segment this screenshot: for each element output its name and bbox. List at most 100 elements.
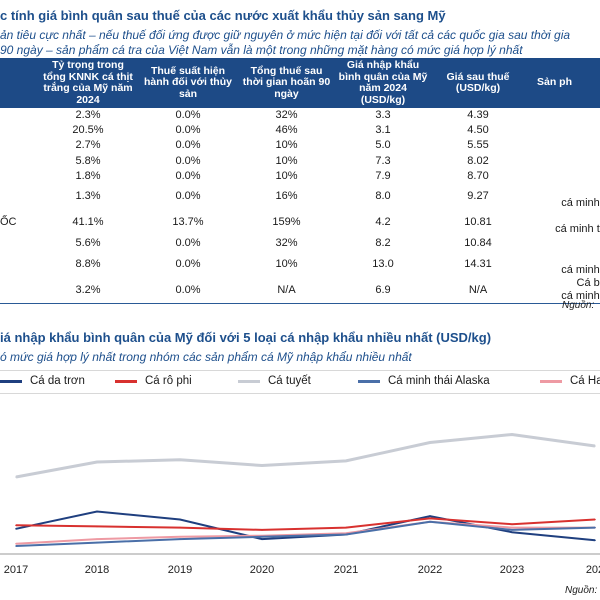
cell-total-tax: 10% xyxy=(275,139,298,152)
cell-product: Ccá minh thá xyxy=(555,222,600,235)
data-point xyxy=(345,533,347,536)
legend-label: Cá da trơn xyxy=(30,375,85,387)
cell-after-tax-price: 14.31 xyxy=(464,257,492,270)
data-point xyxy=(345,526,347,529)
data-point xyxy=(179,538,181,540)
legend-swatch xyxy=(540,379,562,383)
x-tick-label: 2020 xyxy=(250,564,274,576)
cell-after-tax-price: 8.70 xyxy=(467,169,489,182)
data-point xyxy=(261,464,263,467)
x-tick-label: 202 xyxy=(586,564,600,576)
chart-legend: Cá da trơn Cá rô phi Cá tuyết Cá minh th… xyxy=(0,370,600,394)
table-row: 2.3% 0.0% 32% 3.3 4.39 xyxy=(0,108,600,123)
legend-item-ca-ha: Cá Ha xyxy=(540,375,600,387)
cell-current-tax: 0.0% xyxy=(175,139,201,152)
cell-product xyxy=(525,236,600,251)
cell-name xyxy=(0,184,38,210)
data-point xyxy=(261,538,263,540)
data-point xyxy=(594,518,596,521)
series-layer xyxy=(15,432,596,547)
table-row: 20.5% 0.0% 46% 3.1 4.50 xyxy=(0,123,600,138)
data-point xyxy=(511,531,513,533)
legend-label: Cá rô phi xyxy=(145,375,192,387)
table-subtitle-1: ản tiêu cực nhất – nếu thuế đối ứng được… xyxy=(0,28,571,42)
header-country xyxy=(0,58,38,108)
cell-name xyxy=(0,138,38,153)
legend-item-ca-da-tron: Cá da trơn xyxy=(0,375,85,387)
table-row: 5.6% 0.0% 32% 8.2 10.84 xyxy=(0,236,600,251)
series-line xyxy=(15,520,596,547)
x-tick-layer: 2017 2018 2019 2020 2021 2022 2023 202 xyxy=(4,564,600,576)
data-point xyxy=(594,526,596,529)
cell-current-tax: 0.0% xyxy=(175,169,201,182)
cell-after-tax-price: N/A xyxy=(431,277,525,305)
cell-current-tax: 0.0% xyxy=(175,237,201,250)
x-tick-label: 2021 xyxy=(334,564,358,576)
header-current-tax: Thuế suất hiện hành đối với thủy sản xyxy=(138,58,238,108)
cell-current-tax: 0.0% xyxy=(175,190,201,203)
cell-total-tax: 16% xyxy=(275,190,298,203)
chart-source: Nguồn: xyxy=(565,585,598,596)
cell-share: 3.2% xyxy=(38,277,138,305)
data-point xyxy=(261,529,263,531)
cell-product xyxy=(525,169,600,184)
cell-total-tax: 10% xyxy=(275,257,298,270)
data-point xyxy=(594,539,596,542)
legend-item-ca-ro-phi: Cá rô phi xyxy=(115,375,192,387)
legend-item-ca-minh-thai-alaska: Cá minh thái Alaska xyxy=(358,375,490,387)
table-row: 1.3% 0.0% 16% 8.0 9.27 Ccá minh th xyxy=(0,184,600,210)
cell-after-tax-price: 4.39 xyxy=(467,109,489,122)
data-point xyxy=(511,526,513,529)
cell-share: 2.3% xyxy=(75,109,101,122)
legend-swatch xyxy=(115,379,137,383)
table-source: Nguồn: xyxy=(562,300,595,311)
chart-subtitle: ó mức giá hợp lý nhất trong nhóm các sản… xyxy=(0,350,412,364)
cell-product: Ccá minh th xyxy=(561,196,600,209)
data-point xyxy=(15,545,17,547)
cell-name: ỐC xyxy=(0,216,17,229)
cell-current-tax: 13.7% xyxy=(172,216,204,229)
price-line-chart: 2017 2018 2019 2020 2021 2022 2023 202 xyxy=(0,432,600,576)
cell-product xyxy=(525,154,600,169)
x-tick-label: 2019 xyxy=(168,564,192,576)
cell-share: 41.1% xyxy=(72,216,104,229)
data-point xyxy=(429,521,431,523)
data-point xyxy=(345,460,347,462)
data-point xyxy=(96,541,98,544)
table-header-row: Tỷ trọng trong tổng KNNK cá thịt trắng c… xyxy=(0,58,600,108)
cell-name xyxy=(0,108,38,123)
cell-share: 5.6% xyxy=(75,237,101,250)
cell-total-tax: N/A xyxy=(238,277,335,305)
cell-import-price: 7.9 xyxy=(375,169,391,182)
cell-current-tax: 0.0% xyxy=(175,109,201,122)
series-1 xyxy=(15,517,596,531)
cell-current-tax: 0.0% xyxy=(175,154,201,167)
cell-share: 1.3% xyxy=(75,190,101,203)
cell-share: 20.5% xyxy=(72,124,104,137)
cell-import-price: 8.2 xyxy=(375,237,391,250)
cell-share: 2.7% xyxy=(75,139,101,152)
table-row: 2.7% 0.0% 10% 5.0 5.55 xyxy=(0,138,600,153)
cell-total-tax: 32% xyxy=(275,237,298,250)
header-total-tax: Tổng thuế sau thời gian hoãn 90 ngày xyxy=(238,58,335,108)
series-line xyxy=(15,432,596,479)
cell-after-tax-price: 10.84 xyxy=(464,237,492,250)
table-row: 3.2% 0.0% N/A 6.9 N/A Cá boncá minh th xyxy=(0,277,600,305)
cell-current-tax: 0.0% xyxy=(175,257,201,270)
data-point xyxy=(179,459,181,461)
cell-import-price: 3.1 xyxy=(375,124,391,137)
legend-swatch xyxy=(238,379,260,383)
chart-title: iá nhập khẩu bình quân của Mỹ đối với 5 … xyxy=(0,330,492,345)
data-point xyxy=(179,536,181,538)
cell-name xyxy=(0,251,38,277)
cell-name xyxy=(0,277,38,305)
series-2 xyxy=(15,432,596,479)
data-point xyxy=(594,445,596,447)
table-row: 8.8% 0.0% 10% 13.0 14.31 Ccá minh th xyxy=(0,251,600,277)
cell-current-tax: 0.0% xyxy=(175,124,201,137)
data-point xyxy=(261,536,263,538)
series-line xyxy=(15,517,596,531)
cell-name xyxy=(0,154,38,169)
series-line xyxy=(15,520,595,545)
table-row: ỐC 41.1% 13.7% 159% 4.2 10.81 Ccá minh t… xyxy=(0,210,600,236)
